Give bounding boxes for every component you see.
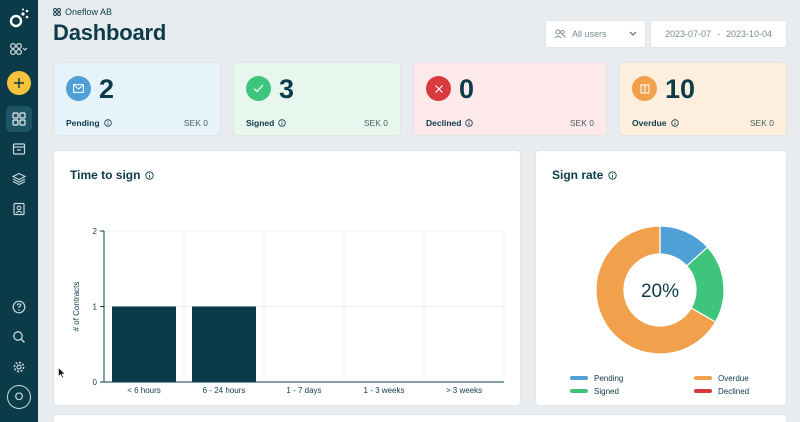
legend-label: Overdue [718,374,749,383]
stat-label-text: Signed [246,118,275,128]
user-avatar[interactable]: O [7,385,31,409]
info-icon[interactable] [465,119,474,127]
info-icon[interactable] [278,119,287,127]
date-to[interactable]: 2023-10-04 [726,29,773,39]
company-name: Oneflow AB [53,7,112,17]
sign-rate-title-text: Sign rate [552,168,604,182]
x-tick-label: 1 - 7 days [286,386,321,395]
oneflow-logo-icon[interactable] [6,6,32,32]
sidebar-item-dashboard[interactable] [6,106,32,132]
bar[interactable] [112,306,176,383]
chevron-down-icon [629,31,637,36]
x-tick-label: < 6 hours [127,386,161,395]
sign-rate-chart: 20% Pending Overdue Signed Declined [570,225,749,396]
layers-icon [12,172,26,186]
stat-label: Declined [426,118,474,128]
sign-rate-panel: Sign rate 20% Pending Overdue Signed Decline… [535,150,787,406]
workspace-switcher-icon[interactable] [6,36,32,62]
date-separator: - [717,29,720,39]
time-to-sign-chart: 0 1 2 # of Contracts < 6 hours 6 - 24 hours 1 … [72,227,505,395]
sidebar: O [0,0,38,422]
stat-label-text: Overdue [632,118,667,128]
legend-swatch [694,389,712,393]
stat-label: Overdue [632,118,679,128]
donut-center-label: 20% [641,281,679,302]
date-range-picker[interactable]: 2023-07-07 - 2023-10-04 [650,20,787,48]
sidebar-item-documents[interactable] [6,136,32,162]
check-icon [246,76,271,101]
page-title: Dashboard [53,20,167,45]
y-axis-label: # of Contracts [72,282,81,332]
legend-label: Pending [594,374,623,383]
create-document-button[interactable] [7,71,31,95]
legend-swatch [694,376,712,380]
stat-card-declined[interactable]: 0 Declined SEK 0 [413,62,607,136]
workspace-icon [53,8,61,16]
stat-value: 2 [99,74,115,104]
users-filter-value: All users [572,29,607,39]
y-tick-label: 2 [93,227,98,236]
stat-card-signed[interactable]: 3 Signed SEK 0 [233,62,401,136]
info-icon[interactable] [670,119,679,127]
y-tick-label: 1 [93,303,98,312]
address-book-icon [13,202,25,216]
stat-amount: SEK 0 [569,118,594,128]
legend-label: Declined [718,387,749,396]
help-icon[interactable] [6,294,32,320]
donut-slice-overdue[interactable] [595,225,717,355]
x-tick-label: 1 - 3 weeks [364,386,405,395]
info-icon[interactable] [145,170,155,180]
sidebar-item-contacts[interactable] [6,196,32,222]
x-tick-label: 6 - 24 hours [203,386,246,395]
stat-label: Pending [66,118,112,128]
users-icon [554,29,566,39]
plus-icon [14,78,24,88]
stat-label-text: Declined [426,118,462,128]
search-icon[interactable] [6,324,32,350]
sidebar-item-templates[interactable] [6,166,32,192]
mouse-cursor-icon [58,367,66,379]
stat-label: Signed [246,118,287,128]
stat-amount: SEK 0 [749,118,774,128]
stat-card-overdue[interactable]: 10 Overdue SEK 0 [619,62,787,136]
time-to-sign-title: Time to sign [70,168,155,182]
grid-icon [12,112,26,126]
bar[interactable] [192,306,256,383]
folder-icon [12,143,26,155]
stat-amount: SEK 0 [183,118,208,128]
stat-amount: SEK 0 [363,118,388,128]
legend-label: Signed [594,387,619,396]
time-to-sign-title-text: Time to sign [70,168,141,182]
date-from[interactable]: 2023-07-07 [664,29,711,39]
users-filter-select[interactable]: All users [545,20,646,48]
info-icon[interactable] [103,119,112,127]
y-tick-label: 0 [93,378,98,387]
company-name-label: Oneflow AB [65,7,113,17]
gear-icon[interactable] [6,354,32,380]
sign-rate-title: Sign rate [552,168,618,182]
stat-value: 0 [459,74,475,104]
x-tick-label: > 3 weeks [446,386,482,395]
box-icon [632,76,657,101]
x-icon [426,76,451,101]
stat-label-text: Pending [66,118,100,128]
time-to-sign-panel: Time to sign 0 1 2 # of Contracts < 6 hours 6… [53,150,521,406]
legend-swatch [570,389,588,393]
stat-value: 10 [665,74,696,104]
envelope-icon [66,76,91,101]
stat-value: 3 [279,74,295,104]
stat-card-pending[interactable]: 2 Pending SEK 0 [53,62,221,136]
next-panel-edge [53,414,787,422]
info-icon[interactable] [608,170,618,180]
legend-swatch [570,376,588,380]
